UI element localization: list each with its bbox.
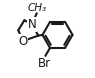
Text: N: N xyxy=(28,18,36,31)
Text: O: O xyxy=(18,35,27,48)
Text: CH₃: CH₃ xyxy=(28,3,47,13)
Text: Br: Br xyxy=(38,57,51,70)
